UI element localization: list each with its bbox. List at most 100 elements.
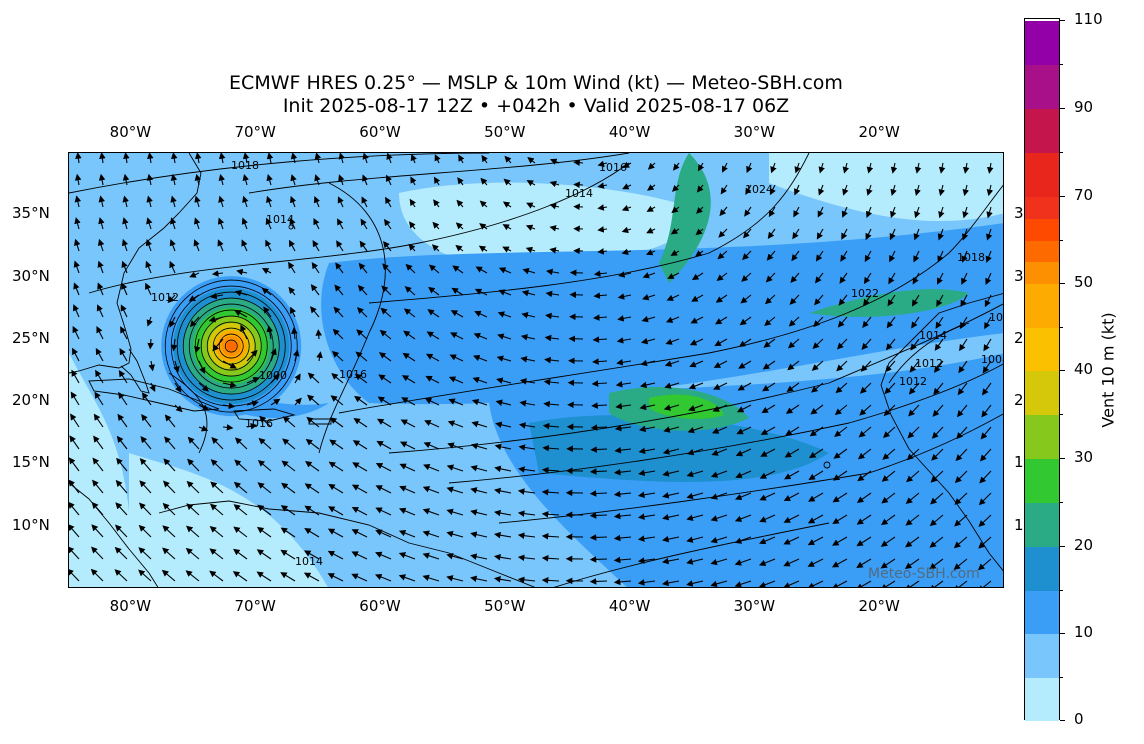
florida-coast [120,348,150,394]
wind-arrow [788,316,800,327]
wind-arrow [959,316,968,330]
wind-arrow [138,524,152,538]
wind-arrow [646,227,656,234]
wind-arrow [94,391,104,406]
wind-arrow [99,153,106,164]
weather-map[interactable]: 1018 1014 1016 1014 1024 1012 1012 1022 1018 1016… [68,152,1004,588]
wind-arrow [74,173,82,186]
wind-arrow [759,536,776,545]
wind-arrow [818,184,825,196]
wind-arrow [517,488,536,495]
wind-arrow [69,546,80,560]
wind-arrow [306,416,320,428]
wind-arrow [338,174,345,186]
wind-arrow [236,268,248,276]
wind-arrow [884,382,896,395]
wind-arrow [194,338,201,354]
wind-arrow [375,529,392,538]
wind-arrow [690,316,704,324]
wind-arrow [857,448,872,460]
isobar-label: 1016 [245,417,273,430]
wind-arrow [169,239,176,252]
wind-arrow [833,448,848,459]
wind-arrow [542,444,560,452]
wind-arrow [401,397,416,406]
wind-arrow [880,580,896,587]
wind-arrow [170,217,177,230]
wind-arrow [646,205,656,212]
wind-arrow [481,154,488,164]
wind-arrow [526,202,536,209]
wind-arrow [714,338,728,347]
wind-arrow [399,441,416,450]
wind-arrow [428,264,440,274]
wind-arrow [865,206,873,219]
wind-arrow [614,424,632,432]
wind-arrow [355,351,368,362]
wind-arrow [809,448,824,459]
wind-arrow [928,580,944,587]
wind-arrow [831,558,848,568]
wind-arrow [472,376,488,384]
wind-arrow [266,195,273,208]
wind-arrow [493,509,512,517]
wind-arrow [117,413,128,428]
wind-arrow [929,558,944,570]
wind-arrow [193,239,200,252]
wind-arrow [473,354,488,362]
wind-arrow [613,468,632,476]
colorbar-segment [1025,218,1059,241]
wind-arrow [95,369,104,384]
colorbar-segment [1025,634,1059,678]
wind-arrow [745,184,752,195]
wind-arrow [837,316,848,328]
colorbar-title: Vent 10 m (kt) [1098,312,1118,428]
wind-arrow [933,360,944,373]
wind-arrow [497,311,512,318]
wind-arrow [637,579,656,586]
wind-arrow [880,536,896,547]
wind-arrow [722,162,728,173]
wind-arrow [352,462,368,472]
wind-arrow [234,459,248,472]
wind-arrow [186,525,200,538]
wind-arrow [913,228,920,241]
wind-arrow [856,536,872,547]
wind-arrow [621,205,632,212]
wind-arrow [120,304,128,318]
wind-arrow [422,486,440,494]
wind-arrow [710,580,728,587]
wind-arrow [793,206,800,218]
wind-arrow [818,162,825,174]
wind-arrow [890,162,898,174]
wind-arrow [811,382,824,393]
wind-arrow [638,447,656,455]
wind-arrow [72,347,80,362]
wind-arrow [145,238,153,252]
lat-label-right: 2 [1014,391,1024,410]
wind-arrow [93,435,104,450]
wind-arrow [961,250,968,263]
wind-arrow [408,221,416,230]
wind-arrow [141,414,152,428]
wind-arrow [590,446,608,453]
wind-arrow [294,397,302,406]
wind-arrow [145,260,152,274]
isobar-label: 1018 [957,251,985,264]
wind-arrow [93,413,104,428]
wind-arrow [69,501,80,516]
colorbar-tick [1060,546,1065,547]
wind-arrow [738,360,752,369]
wind-arrow [303,572,320,582]
colorbar-tick-label: 90 [1074,98,1094,116]
wind-arrow [686,580,704,587]
wind-arrow [592,358,608,365]
colorbar-tick [1060,108,1065,109]
wind-arrow [616,359,632,366]
wind-arrow [666,294,680,301]
wind-arrow [446,464,464,472]
wind-arrow [311,262,320,274]
wind-arrow [241,217,248,230]
wind-arrow [73,260,80,274]
